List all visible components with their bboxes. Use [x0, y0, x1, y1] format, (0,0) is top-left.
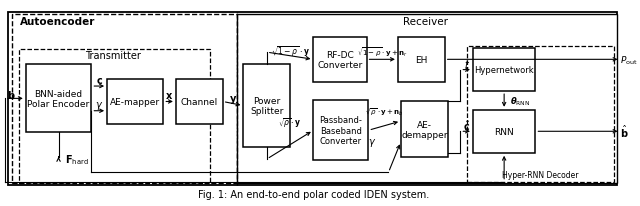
Text: $\gamma$: $\gamma$	[95, 99, 103, 111]
Bar	[401, 102, 448, 157]
Bar	[473, 110, 536, 153]
Bar	[19, 50, 210, 183]
Text: $t$: $t$	[463, 58, 470, 70]
Bar	[398, 37, 445, 83]
Text: AE-
demapper: AE- demapper	[401, 120, 447, 139]
Text: BNN-aided
Polar Encoder: BNN-aided Polar Encoder	[28, 89, 90, 109]
Text: $\mathbf{b}$: $\mathbf{b}$	[7, 89, 15, 101]
Text: $P_\mathrm{out}$: $P_\mathrm{out}$	[620, 54, 638, 66]
Text: $\hat{\mathbf{b}}$: $\hat{\mathbf{b}}$	[620, 124, 629, 140]
Text: AE-mapper: AE-mapper	[110, 97, 160, 107]
Text: RF-DC
Converter: RF-DC Converter	[317, 50, 363, 70]
Text: $\sqrt{1-\rho}\cdot\mathbf{y}+\mathbf{n}_r$: $\sqrt{1-\rho}\cdot\mathbf{y}+\mathbf{n}…	[356, 45, 408, 59]
Text: Autoencoder: Autoencoder	[19, 17, 95, 27]
Bar	[473, 49, 536, 92]
Bar	[243, 65, 291, 147]
Text: $\sqrt{\rho}\cdot\mathbf{y}$: $\sqrt{\rho}\cdot\mathbf{y}$	[278, 116, 302, 129]
Text: Hyper-RNN Decoder: Hyper-RNN Decoder	[502, 171, 579, 179]
Text: $\boldsymbol{\theta}_\mathrm{RNN}$: $\boldsymbol{\theta}_\mathrm{RNN}$	[510, 95, 531, 107]
Text: $\sqrt{1-\rho}\cdot\mathbf{y}$: $\sqrt{1-\rho}\cdot\mathbf{y}$	[271, 45, 310, 59]
Bar	[26, 65, 92, 133]
Text: $\mathbf{x}$: $\mathbf{x}$	[166, 91, 173, 101]
Text: $\sqrt{\rho}\cdot\mathbf{y}+\mathbf{n}_b$: $\sqrt{\rho}\cdot\mathbf{y}+\mathbf{n}_b…	[365, 105, 404, 117]
Bar	[467, 47, 614, 182]
Text: $\mathbf{y}$: $\mathbf{y}$	[229, 94, 237, 106]
Bar	[176, 80, 223, 124]
Text: $\hat{\mathbf{c}}$: $\hat{\mathbf{c}}$	[463, 118, 470, 133]
Text: Channel: Channel	[180, 97, 218, 107]
Text: Power
Splitter: Power Splitter	[250, 96, 284, 116]
Bar	[314, 37, 367, 83]
Bar	[237, 15, 618, 183]
Text: $\mathbf{c}$: $\mathbf{c}$	[95, 76, 103, 85]
Text: EH: EH	[415, 56, 428, 64]
Text: Fig. 1: An end-to-end polar coded IDEN system.: Fig. 1: An end-to-end polar coded IDEN s…	[198, 189, 429, 199]
Text: $\gamma$: $\gamma$	[368, 136, 376, 148]
Text: RNN: RNN	[494, 127, 514, 136]
Bar	[314, 101, 369, 160]
Text: Transmitter: Transmitter	[85, 51, 141, 61]
Text: Passband-
Baseband
Converter: Passband- Baseband Converter	[319, 116, 362, 145]
Text: Receiver: Receiver	[403, 17, 449, 27]
Bar	[8, 13, 618, 185]
Text: Hypernetwork: Hypernetwork	[474, 66, 534, 75]
Bar	[12, 15, 237, 183]
Bar	[107, 80, 163, 124]
Text: $\mathbf{F}_\mathrm{hard}$: $\mathbf{F}_\mathrm{hard}$	[65, 152, 88, 166]
